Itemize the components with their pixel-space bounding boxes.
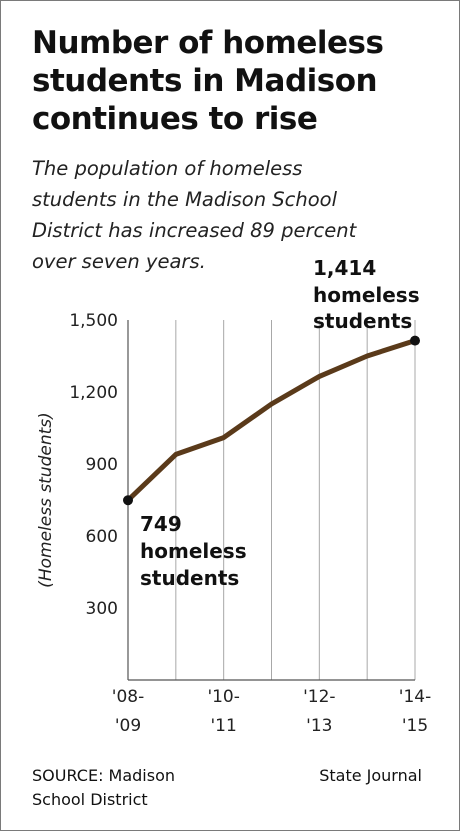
y-tick-label: 600 <box>86 527 118 547</box>
y-tick-label: 1,500 <box>69 311 118 331</box>
series-line <box>125 338 418 503</box>
y-tick-label: 300 <box>86 599 118 619</box>
annotation-text: students <box>140 566 239 590</box>
y-tick-label: 1,200 <box>69 383 118 403</box>
data-point-marker <box>410 335 420 346</box>
x-tick-label: '08-'09 <box>112 687 144 736</box>
credit-note: State Journal <box>319 766 422 785</box>
x-tick-label: '14-'15 <box>399 687 431 736</box>
y-tick-label: 900 <box>86 455 118 475</box>
data-point-marker <box>123 495 133 506</box>
source-note: SOURCE: Madison School District <box>32 766 176 809</box>
chart-title: Number of homeless students in Madison c… <box>32 25 384 137</box>
data-label: 749 <box>140 512 182 536</box>
annotation-text: homeless <box>313 283 420 307</box>
x-tick-label: '12-'13 <box>303 687 335 736</box>
chart-subtitle: The population of homeless students in t… <box>32 157 357 273</box>
annotation-text: students <box>313 309 412 333</box>
data-label: 1,414 <box>313 256 376 280</box>
x-tick-label: '10-'11 <box>207 687 239 736</box>
annotation-text: homeless <box>140 539 247 563</box>
y-axis-label: (Homeless students) <box>36 412 56 588</box>
